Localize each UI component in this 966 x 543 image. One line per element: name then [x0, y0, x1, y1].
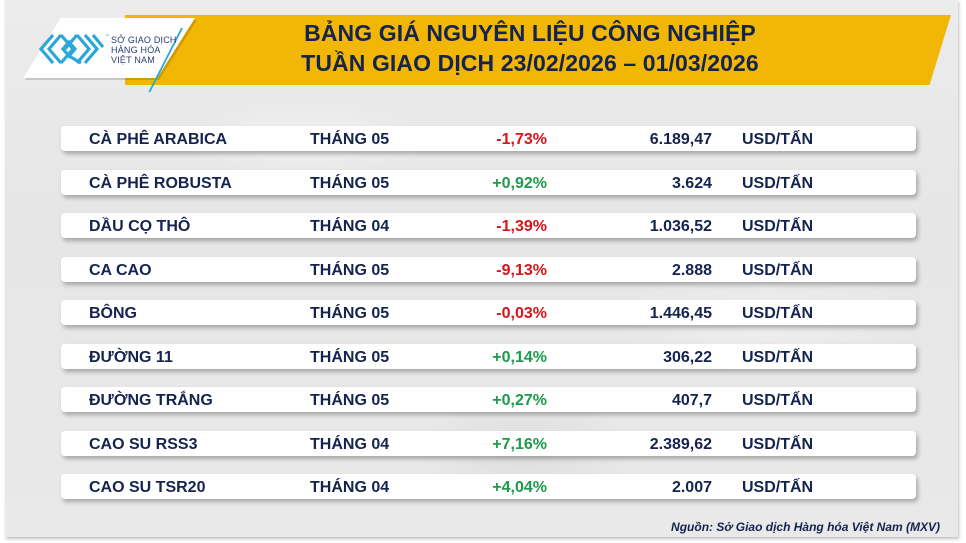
change-percent: +0,27%	[492, 392, 547, 409]
price-value: 407,7	[671, 392, 712, 409]
table-row: CAO SU TSR20 THÁNG 04 +4,04% 2.007 USD/T…	[61, 474, 916, 499]
price-unit: USD/TẤN	[742, 305, 814, 322]
commodity-name: ĐƯỜNG 11	[89, 348, 173, 366]
commodity-name: DẦU CỌ THÔ	[89, 218, 191, 235]
price-value: 6.189,47	[649, 131, 712, 148]
price-unit: USD/TẤN	[742, 174, 814, 192]
contract-month: THÁNG 04	[310, 479, 390, 496]
source-note: Nguồn: Sở Giao dịch Hàng hóa Việt Nam (M…	[671, 520, 940, 534]
contract-month: THÁNG 05	[310, 131, 390, 148]
commodity-name: CA CAO	[89, 261, 152, 279]
change-percent: -1,73%	[496, 131, 547, 148]
title-line-1: BẢNG GIÁ NGUYÊN LIỆU CÔNG NGHIỆP	[304, 20, 756, 46]
price-value: 2.888	[671, 261, 712, 279]
table-row: ĐƯỜNG TRẮNG THÁNG 05 +0,27% 407,7 USD/TẤ…	[61, 387, 916, 412]
table-row: BÔNG THÁNG 05 -0,03% 1.446,45 USD/TẤN	[61, 300, 916, 325]
contract-month: THÁNG 05	[310, 261, 390, 279]
commodity-name: ĐƯỜNG TRẮNG	[89, 392, 213, 409]
change-percent: -0,03%	[496, 305, 547, 322]
price-unit: USD/TẤN	[742, 348, 814, 366]
logo-line-2: HÀNG HÓA	[111, 45, 161, 55]
title-banner	[125, 15, 951, 85]
price-value: 2.389,62	[649, 435, 712, 453]
mxv-logo-icon	[39, 33, 105, 65]
table-row: CÀ PHÊ ARABICA THÁNG 05 -1,73% 6.189,47 …	[61, 126, 916, 151]
price-value: 1.036,52	[649, 218, 712, 235]
commodity-name: BÔNG	[89, 305, 137, 322]
price-unit: USD/TẤN	[742, 479, 814, 496]
contract-month: THÁNG 04	[310, 218, 390, 235]
title-line-2: TUẦN GIAO DỊCH 23/02/2026 – 01/03/2026	[301, 50, 759, 76]
price-value: 3.624	[671, 174, 712, 192]
price-value: 306,22	[663, 348, 712, 366]
table-row: CÀ PHÊ ROBUSTA THÁNG 05 +0,92% 3.624 USD…	[61, 169, 916, 195]
change-percent: +7,16%	[492, 435, 547, 453]
price-value: 1.446,45	[649, 305, 712, 322]
contract-month: THÁNG 05	[310, 174, 390, 192]
change-percent: -9,13%	[496, 261, 547, 279]
contract-month: THÁNG 05	[310, 348, 390, 366]
change-percent: +0,92%	[492, 174, 547, 192]
commodity-name: CÀ PHÊ ROBUSTA	[89, 174, 232, 192]
price-unit: USD/TẤN	[742, 261, 814, 279]
table-row: CA CAO THÁNG 05 -9,13% 2.888 USD/TẤN	[61, 256, 916, 282]
change-percent: +4,04%	[492, 479, 547, 496]
price-unit: USD/TẤN	[742, 218, 814, 235]
change-percent: -1,39%	[496, 218, 547, 235]
trademark-mark: ™	[105, 33, 109, 38]
price-unit: USD/TẤN	[742, 131, 814, 148]
price-unit: USD/TẤN	[742, 435, 814, 453]
price-value: 2.007	[671, 479, 712, 496]
logo-line-1: SỞ GIAO DỊCH	[111, 35, 177, 45]
table-row: DẦU CỌ THÔ THÁNG 04 -1,39% 1.036,52 USD/…	[61, 213, 916, 238]
table-row: CAO SU RSS3 THÁNG 04 +7,16% 2.389,62 USD…	[61, 430, 916, 456]
price-unit: USD/TẤN	[742, 392, 814, 409]
table-row: ĐƯỜNG 11 THÁNG 05 +0,14% 306,22 USD/TẤN	[61, 343, 916, 369]
commodity-name: CAO SU RSS3	[89, 435, 198, 453]
logo-text: SỞ GIAO DỊCH HÀNG HÓA VIỆT NAM	[111, 35, 177, 65]
contract-month: THÁNG 05	[310, 305, 390, 322]
commodity-name: CÀ PHÊ ARABICA	[89, 131, 228, 148]
contract-month: THÁNG 04	[310, 435, 390, 453]
contract-month: THÁNG 05	[310, 392, 390, 409]
page-title: BẢNG GIÁ NGUYÊN LIỆU CÔNG NGHIỆP TUẦN GI…	[250, 18, 810, 78]
change-percent: +0,14%	[492, 348, 547, 366]
infographic-frame: BẢNG GIÁ NGUYÊN LIỆU CÔNG NGHIỆP TUẦN GI…	[5, 0, 958, 537]
logo-line-3: VIỆT NAM	[111, 55, 155, 65]
commodity-name: CAO SU TSR20	[89, 479, 206, 496]
